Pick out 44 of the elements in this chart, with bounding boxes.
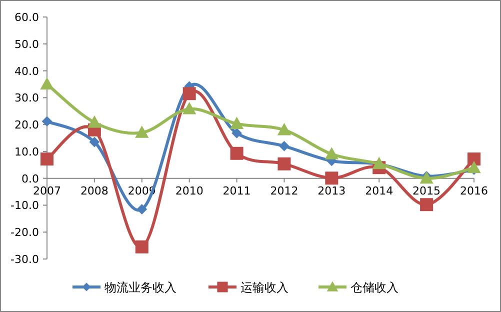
point xyxy=(232,128,242,138)
x-tick-label: 2014 xyxy=(365,184,394,198)
point xyxy=(182,87,196,100)
point xyxy=(89,137,100,148)
y-tick-label: 30.0 xyxy=(14,92,39,105)
x-tick-label: 2013 xyxy=(318,184,346,198)
point xyxy=(468,161,480,174)
point xyxy=(278,157,291,170)
y-tick-label: 20.0 xyxy=(14,118,39,132)
point xyxy=(420,172,434,184)
point xyxy=(40,78,54,90)
x-tick-label: 2010 xyxy=(175,184,204,198)
x-tick-label: 2008 xyxy=(80,184,108,198)
point xyxy=(88,116,101,128)
point xyxy=(135,240,148,254)
y-tick-label: 50.0 xyxy=(14,38,39,51)
y-tick-label: 60.0 xyxy=(14,11,39,24)
point xyxy=(325,172,338,185)
point xyxy=(42,116,52,126)
y-tick-label: 40.0 xyxy=(14,64,39,78)
y-tick-label: 0.0 xyxy=(22,172,39,186)
point xyxy=(182,102,196,114)
point xyxy=(135,126,148,138)
legend-label: 物流业务收入 xyxy=(104,280,176,294)
x-tick-label: 2015 xyxy=(412,184,441,198)
y-tick-label: -30.0 xyxy=(10,253,39,266)
point xyxy=(279,141,290,152)
point xyxy=(325,148,338,160)
x-tick-label: 2011 xyxy=(222,184,251,198)
point xyxy=(230,117,244,130)
x-tick-label: 2007 xyxy=(33,184,61,198)
x-tick-label: 2016 xyxy=(460,184,488,198)
point xyxy=(420,198,434,212)
legend-label: 运输收入 xyxy=(240,280,288,294)
point xyxy=(230,146,244,160)
y-tick-label: -20.0 xyxy=(10,226,39,240)
legend-label: 仓储收入 xyxy=(350,280,398,294)
y-tick-label: -10.0 xyxy=(10,199,39,212)
point xyxy=(136,204,147,214)
y-tick-label: 10.0 xyxy=(14,145,39,158)
x-tick-label: 2012 xyxy=(270,184,298,198)
point xyxy=(278,123,291,136)
point xyxy=(468,152,480,166)
point xyxy=(40,152,54,166)
